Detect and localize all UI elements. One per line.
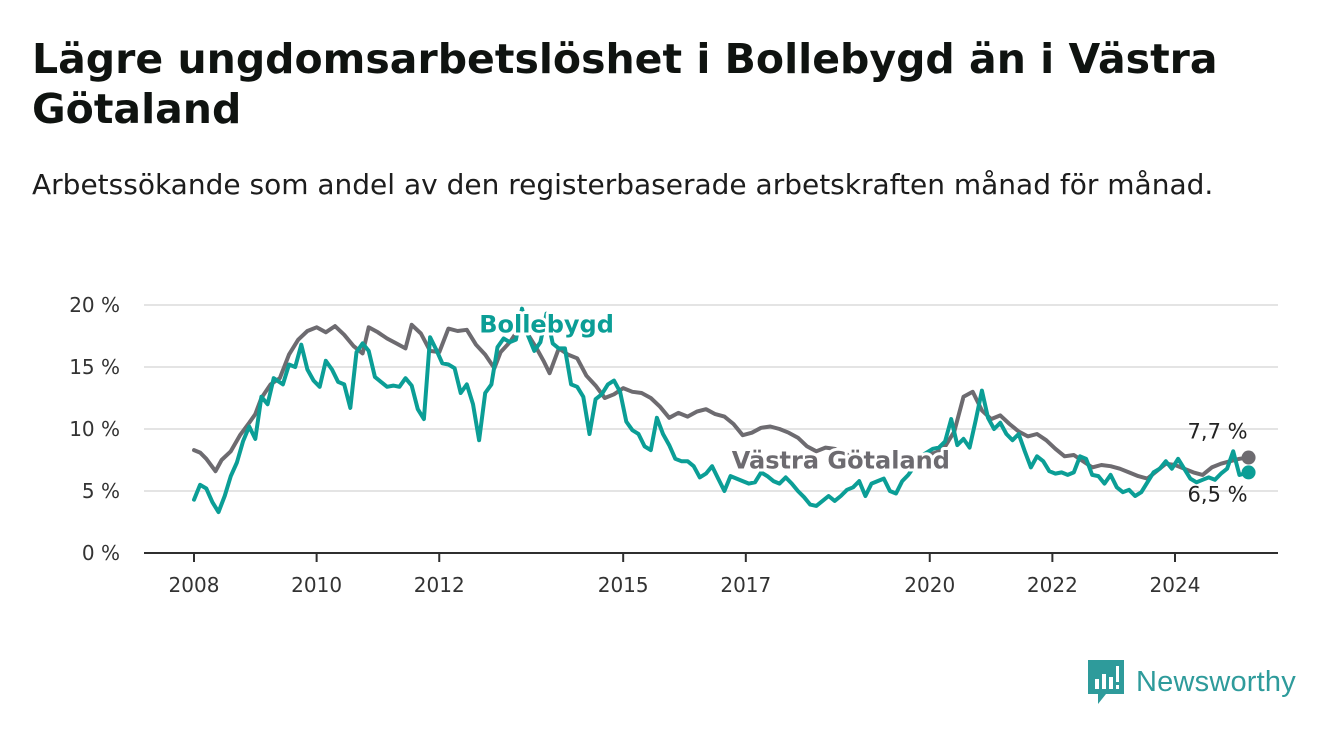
chart-title: Lägre ungdomsarbetslöshet i Bollebygd än… <box>32 35 1218 133</box>
x-tick-label: 2022 <box>1027 573 1078 597</box>
chart-subtitle: Arbetssökande som andel av den registerb… <box>32 168 1214 201</box>
gridlines <box>144 304 1278 492</box>
newsworthy-logo-icon <box>1088 660 1124 704</box>
series-end-marker <box>1241 450 1256 465</box>
x-tick-label: 2024 <box>1150 573 1201 597</box>
x-tick-label: 2020 <box>904 573 955 597</box>
x-tick-label: 2017 <box>720 573 771 597</box>
x-tick-label: 2008 <box>169 573 220 597</box>
series-end-value-label: 7,7 % <box>1188 420 1248 444</box>
y-tick-label: 20 % <box>69 293 120 317</box>
series-end-marker <box>1241 465 1256 480</box>
series-name-label: Bollebygd <box>479 310 614 338</box>
brand-logo: Newsworthy <box>1088 660 1296 704</box>
chart-labels: 7,7 % 6,5 % Bollebygd Västra Götaland <box>476 307 1248 506</box>
series-lines <box>192 306 1256 515</box>
x-tick-label: 2015 <box>598 573 649 597</box>
series-end-value-label: 6,5 % <box>1188 482 1248 506</box>
series-name-label: Västra Götaland <box>732 447 950 475</box>
series-line-1 <box>192 306 1251 515</box>
y-tick-label: 10 % <box>69 417 120 441</box>
y-tick-label: 15 % <box>69 355 120 379</box>
y-tick-label: 5 % <box>82 479 120 503</box>
y-tick-label: 0 % <box>82 541 120 565</box>
brand-name: Newsworthy <box>1136 665 1296 698</box>
x-tick-label: 2010 <box>291 573 342 597</box>
axes: 0 % 5 % 10 % 15 % 20 % 2008 2010 2012 2015 2017 20… <box>69 293 1278 597</box>
x-tick-label: 2012 <box>414 573 465 597</box>
